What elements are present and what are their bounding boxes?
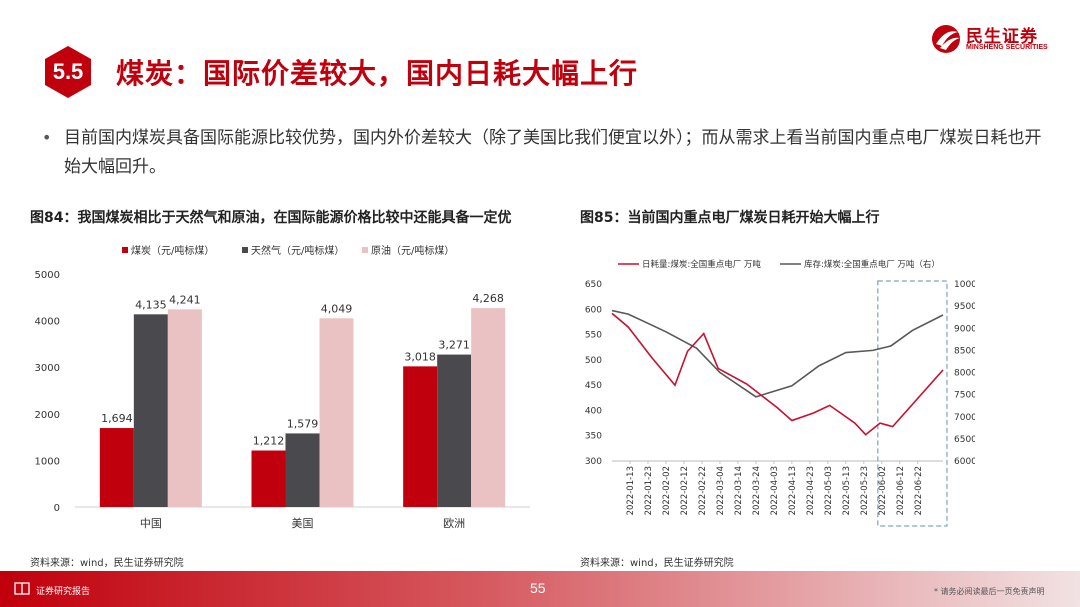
x-tick-label: 2022-04-23 [806,466,816,515]
y-right-tick-label: 8500 [954,346,975,356]
legend-swatch-2 [362,247,368,253]
x-tick-label: 2022-06-22 [914,466,924,515]
page-title: 煤炭：国际价差较大，国内日耗大幅上行 [116,57,639,90]
y-left-tick-label: 300 [585,457,602,467]
section-number: 5.5 [52,59,84,84]
y-tick-label: 1000 [35,456,60,467]
y-right-tick-label: 6500 [954,435,975,445]
bar-data-label: 4,135 [135,298,167,311]
y-tick-label: 4000 [35,317,60,328]
bar-data-label: 4,241 [169,293,201,306]
bar-1-2 [319,318,354,507]
x-tick-label: 2022-03-24 [752,466,762,515]
y-right-tick-label: 7000 [954,413,975,423]
y-tick-label: 2000 [35,410,60,421]
bar-data-label: 4,049 [321,302,353,315]
bar-data-label: 4,268 [472,292,504,305]
x-tick-label: 2022-05-13 [842,466,852,515]
y-left-tick-label: 450 [585,381,602,391]
x-tick-label: 2022-06-02 [878,466,888,515]
bar-2-2 [471,308,506,507]
x-tick-label: 2022-05-03 [824,466,834,515]
x-tick-label: 2022-04-03 [770,466,780,515]
legend-swatch-1 [242,247,248,253]
bullet-dot: • [42,128,52,147]
x-tick-label: 2022-01-23 [644,466,654,515]
y-tick-label: 3000 [35,363,60,374]
bar-data-label: 1,212 [253,435,285,448]
bar-chart: 煤炭（元/吨标煤） 天然气（元/吨标煤） 原油（元/吨标煤） 0 1000 2000 300… [35,244,530,530]
y-left-tick-label: 500 [585,356,602,366]
y-right-tick-label: 9500 [954,302,975,312]
y-tick-label: 5000 [35,270,60,281]
figure85-title: 图85：当前国内重点电厂煤炭日耗开始大幅上行 [580,210,880,226]
y-tick-label: 0 [54,503,60,514]
x-category-label: 中国 [140,517,162,530]
legend-label-0: 煤炭（元/吨标煤） [131,244,214,257]
bar-data-label: 3,018 [404,350,436,363]
page-number: 55 [530,580,546,596]
y-right-tick-label: 8000 [954,369,975,379]
figure84-title: 图84：我国煤炭相比于天然气和原油，在国际能源价格比较中还能具备一定优 [30,210,512,226]
line-chart: 日耗量:煤炭:全国重点电厂 万吨 库存:煤炭:全国重点电厂 万吨（右） 300 350… [585,259,975,527]
section-badge-shape [45,46,91,98]
x-tick-label: 2022-03-04 [716,466,726,515]
minsheng-logo-icon [932,25,960,53]
y-right-tick-label: 10000 [954,280,975,290]
logo-text-en: MINSHENG SECURITIES [966,44,1048,51]
bar-1-1 [285,433,320,507]
y-right-tick-label: 7500 [954,391,975,401]
x-tick-label: 2022-06-12 [896,466,906,515]
x-tick-label: 2022-05-23 [860,466,870,515]
figure84-source: 资料来源：wind，民生证券研究院 [30,558,184,569]
logo-text-cn: 民生证券 [966,27,1038,47]
section-badge [40,44,96,100]
x-tick-label: 2022-02-12 [680,466,690,515]
footer-bar [0,571,1080,607]
x-tick-label: 2022-02-22 [698,466,708,515]
legend-label-2: 原油（元/吨标煤） [371,244,454,257]
legend-label-stock: 库存:煤炭:全国重点电厂 万吨（右） [804,259,940,270]
y-right-tick-label: 9000 [954,324,975,334]
bullet-text: 目前国内煤炭具备国际能源比较优势，国内外价差较大（除了美国比我们便宜以外）；而从… [64,128,1042,177]
book-icon [14,582,30,595]
figure85-source: 资料来源：wind，民生证券研究院 [580,558,734,569]
series-line-stock [611,309,944,398]
bar-2-1 [437,354,472,507]
bar-1-0 [251,450,286,507]
series-line-daily [611,312,944,436]
bar-0-1 [133,314,168,507]
x-tick-label: 2022-04-13 [788,466,798,515]
x-tick-label: 2022-03-14 [734,466,744,515]
bar-data-label: 1,694 [101,412,133,425]
bar-data-label: 3,271 [438,339,470,352]
legend-label-1: 天然气（元/吨标煤） [251,244,344,257]
x-category-label: 欧洲 [443,517,465,530]
y-left-tick-label: 650 [585,280,602,290]
legend-swatch-0 [122,247,128,253]
disclaimer-text: * 请务必阅读最后一页免责声明 [934,587,1045,596]
x-tick-label: 2022-01-13 [626,466,636,515]
bar-0-2 [167,309,202,507]
y-left-tick-label: 600 [585,305,602,315]
y-left-tick-label: 350 [585,432,602,442]
bar-2-0 [403,366,438,507]
x-tick-label: 2022-02-02 [662,466,672,515]
x-category-label: 美国 [292,517,314,530]
y-left-tick-label: 550 [585,331,602,341]
bar-data-label: 1,579 [287,417,319,430]
bar-0-0 [99,428,134,507]
legend-label-daily: 日耗量:煤炭:全国重点电厂 万吨 [642,259,761,270]
y-right-tick-label: 6000 [954,457,975,467]
highlight-box [877,280,948,527]
y-left-tick-label: 400 [585,406,602,416]
footer-label: 证券研究报告 [36,587,91,597]
